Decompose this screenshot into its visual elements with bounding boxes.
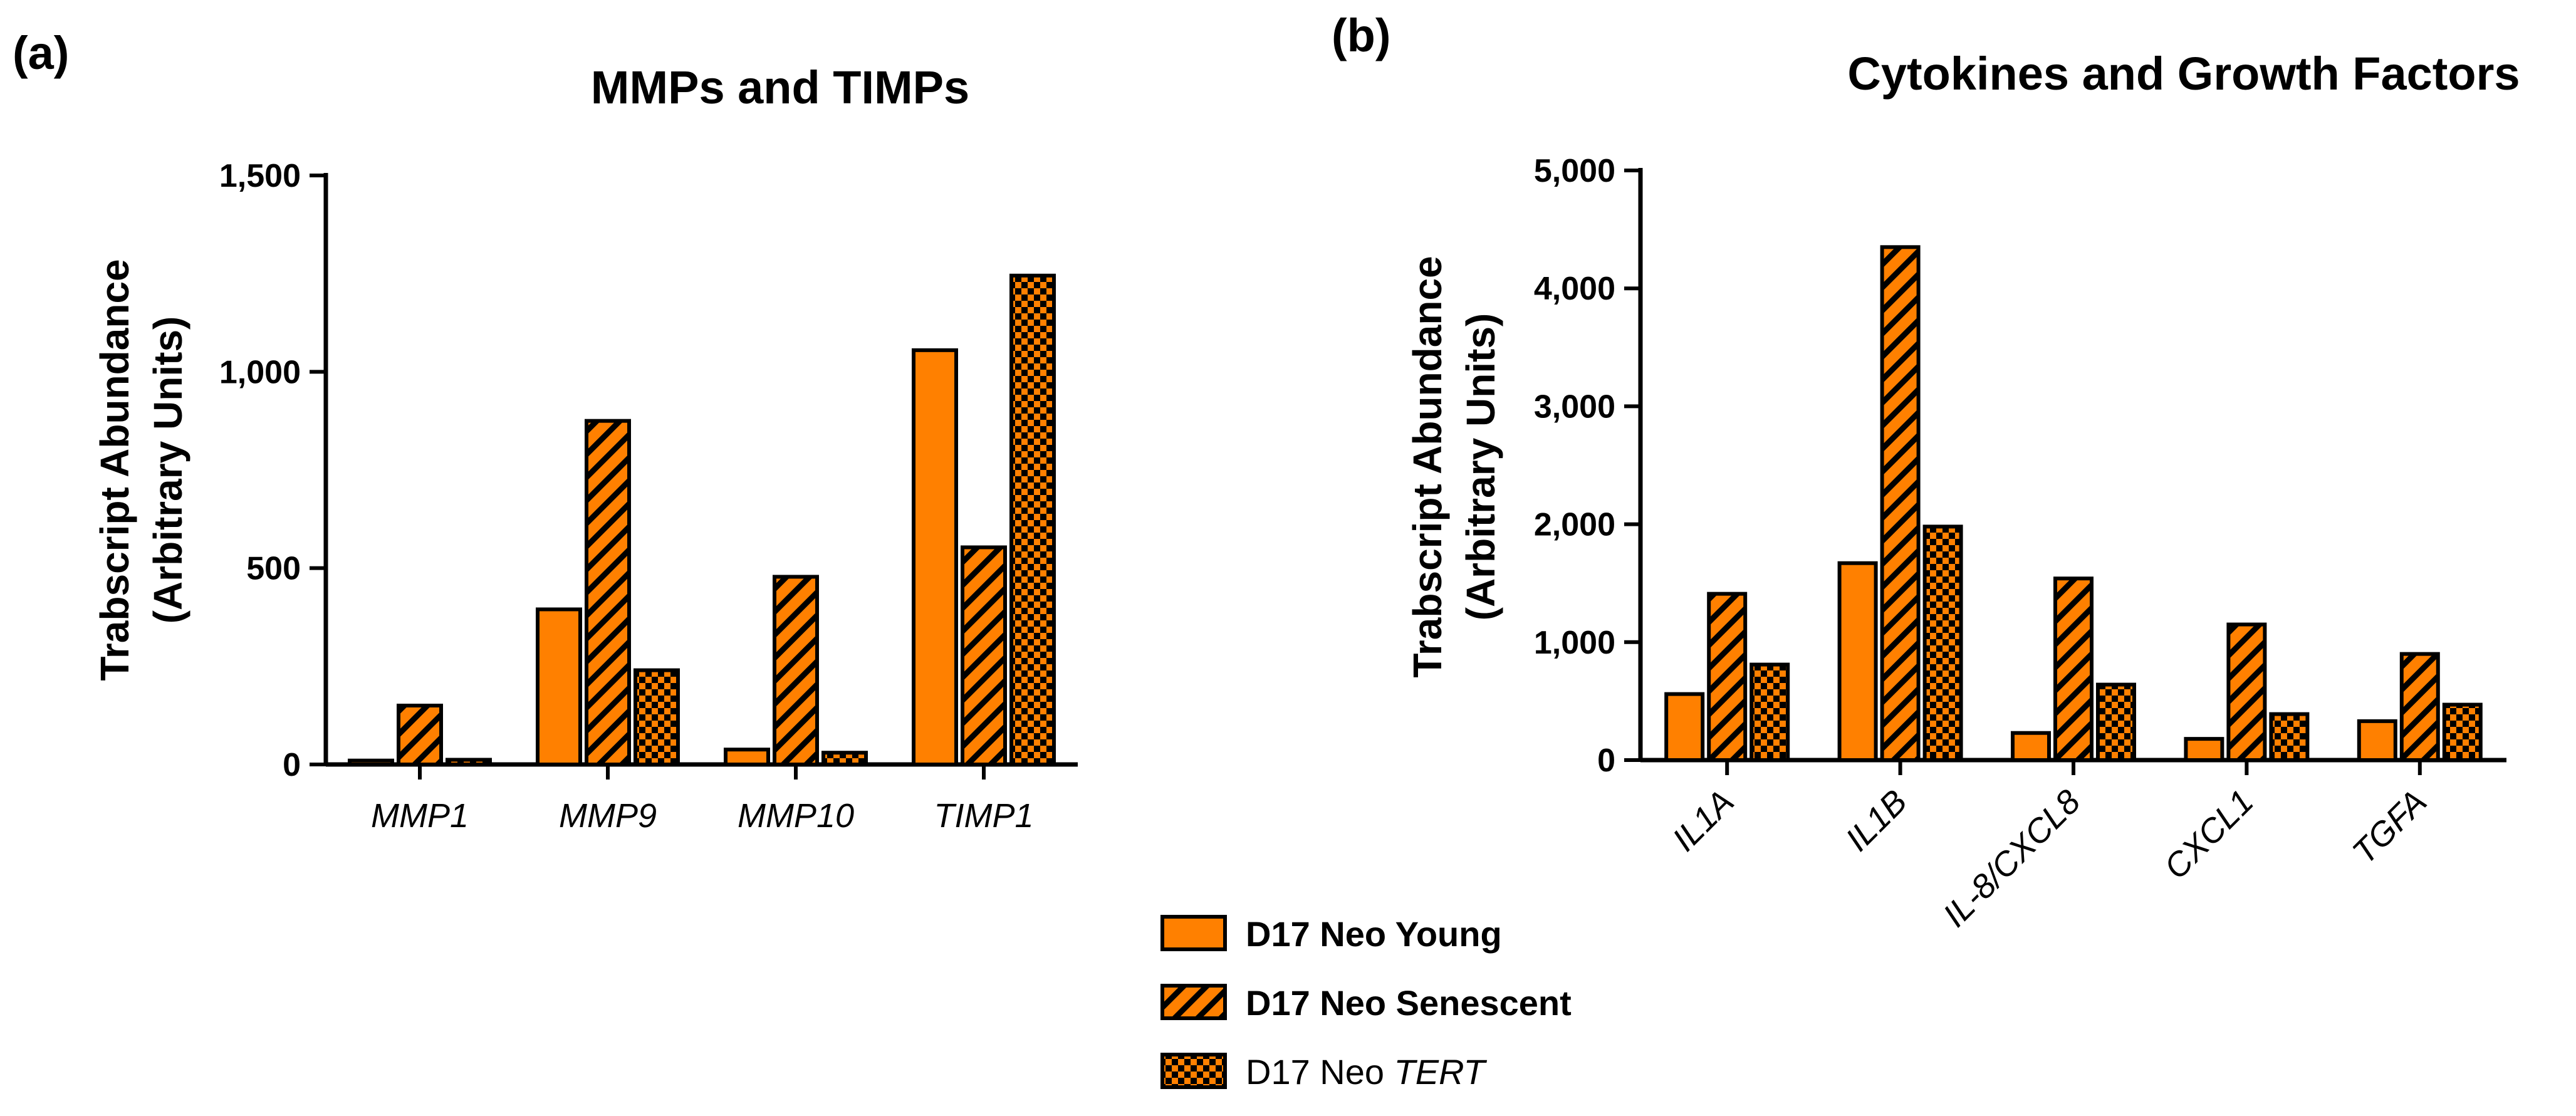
bar-hatch (2399, 652, 2440, 762)
bar-hatch (773, 575, 819, 766)
legend-swatch-senescent (1160, 984, 1227, 1020)
x-category-label: IL-8/CXCL8 (1936, 783, 2088, 934)
bar-solid (1664, 692, 1705, 763)
panel-letter: (b) (1332, 9, 1391, 61)
chart-title: Cytokines and Growth Factors (1847, 48, 2520, 100)
y-tick-label: 1,500 (219, 158, 301, 194)
x-category-label: CXCL1 (2157, 783, 2261, 887)
legend: D17 Neo Young D17 Neo Senescent D17 Neo … (1160, 914, 1572, 1092)
bar-solid (724, 748, 770, 766)
x-category-label: MMP1 (371, 797, 469, 835)
bar-checker (1749, 662, 1790, 762)
y-tick-label: 1,000 (1534, 625, 1615, 661)
bar-hatch (397, 704, 443, 766)
bar-hatch (585, 419, 631, 766)
bar-checker (2096, 682, 2136, 762)
panel-b-chart: (b) Cytokines and Growth Factors Trabscrip… (1332, 9, 2520, 934)
x-category-label: MMP10 (738, 797, 854, 835)
bar-hatch (2053, 576, 2094, 762)
bar-solid (1837, 561, 1878, 762)
x-category-label: MMP9 (559, 797, 657, 835)
bar-checker (446, 758, 492, 766)
bar-solid (536, 607, 582, 767)
bar-solid (912, 348, 958, 766)
y-tick-label: 500 (246, 551, 301, 587)
bar-checker (821, 751, 868, 766)
y-axis-label-units: (Arbitrary Units) (1458, 313, 1503, 621)
bar-hatch (1880, 245, 1921, 762)
y-tick-label: 5,000 (1534, 153, 1615, 189)
y-tick-label: 4,000 (1534, 271, 1615, 307)
x-category-label: IL1B (1838, 783, 1914, 858)
x-category-label: TIMP1 (934, 797, 1033, 835)
bar-checker (1009, 273, 1056, 766)
bar-checker (634, 668, 680, 766)
bar-checker (2442, 702, 2483, 763)
bar-hatch (2226, 622, 2267, 762)
bar-solid (2011, 731, 2051, 762)
bar-checker (1922, 524, 1963, 762)
bar-hatch (1707, 592, 1748, 762)
panel-letter: (a) (13, 27, 69, 79)
y-tick-label: 2,000 (1534, 507, 1615, 543)
bar-solid (2357, 719, 2397, 763)
y-tick-label: 0 (1597, 743, 1615, 779)
bar-solid (348, 758, 394, 766)
panel-a-chart: (a) MMPs and TIMPs Trabscript Abundance (Ar… (13, 27, 1078, 835)
bar-solid (2184, 737, 2224, 763)
y-axis-label-units: (Arbitrary Units) (145, 316, 190, 624)
legend-swatch-young (1160, 915, 1227, 951)
legend-label-senescent: D17 Neo Senescent (1246, 983, 1572, 1023)
legend-label-tert: D17 Neo TERT (1246, 1052, 1488, 1092)
chart-title: MMPs and TIMPs (591, 61, 969, 113)
legend-swatch-tert (1160, 1053, 1227, 1089)
y-tick-label: 0 (283, 747, 301, 783)
y-tick-label: 3,000 (1534, 389, 1615, 425)
y-tick-label: 1,000 (219, 354, 301, 390)
x-category-label: IL1A (1666, 783, 1741, 858)
x-category-label: TGFA (2345, 783, 2434, 871)
y-axis-label: Trabscript Abundance (92, 259, 137, 681)
bar-checker (2269, 712, 2310, 763)
legend-label-young: D17 Neo Young (1246, 914, 1502, 954)
y-axis-label: Trabscript Abundance (1405, 256, 1450, 677)
bar-hatch (961, 545, 1007, 766)
